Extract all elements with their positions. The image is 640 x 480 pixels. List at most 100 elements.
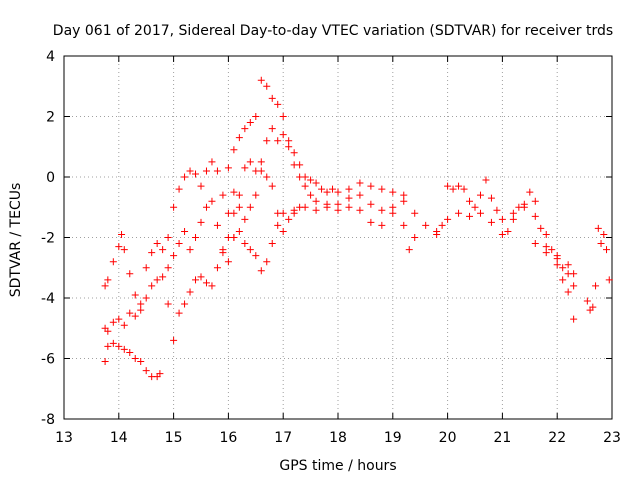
data-point [301, 182, 309, 190]
data-point [208, 282, 216, 290]
data-point [175, 240, 183, 248]
data-point [285, 143, 293, 151]
data-point [137, 358, 145, 366]
data-point [285, 137, 293, 145]
x-tick-label: 21 [493, 430, 511, 446]
data-point [312, 197, 320, 205]
data-point [466, 212, 474, 220]
series-trace-i [531, 240, 578, 278]
series-trace-d [164, 158, 304, 344]
data-point [170, 203, 178, 211]
data-point [115, 342, 123, 350]
data-point [131, 291, 139, 299]
data-point [252, 252, 260, 260]
data-point [334, 200, 342, 208]
data-point [323, 203, 331, 211]
data-point [268, 125, 276, 133]
data-point [498, 215, 506, 223]
data-point [263, 82, 271, 90]
data-point [559, 264, 567, 272]
data-point [175, 309, 183, 317]
data-point [159, 273, 167, 281]
data-point [537, 224, 545, 232]
data-point [186, 246, 194, 254]
data-point [564, 261, 572, 269]
data-point [181, 227, 189, 235]
data-point [241, 164, 249, 172]
data-point [405, 246, 413, 254]
data-point [192, 276, 200, 284]
data-point [455, 209, 463, 217]
data-point [307, 191, 315, 199]
series-trace-e [224, 76, 408, 199]
data-point [170, 252, 178, 260]
data-point [186, 167, 194, 175]
data-point [444, 182, 452, 190]
data-point [137, 300, 145, 308]
data-point [263, 258, 271, 266]
data-point [487, 218, 495, 226]
data-point [263, 137, 271, 145]
data-point [230, 209, 238, 217]
x-tick-label: 17 [274, 430, 292, 446]
series-trace-a [101, 339, 164, 381]
data-point [476, 191, 484, 199]
data-point [279, 227, 287, 235]
data-point [208, 197, 216, 205]
x-tick-label: 20 [439, 430, 457, 446]
data-point [241, 240, 249, 248]
data-point [493, 206, 501, 214]
data-point [515, 203, 523, 211]
data-point [285, 215, 293, 223]
data-point [142, 294, 150, 302]
y-tick-label: -6 [41, 352, 55, 368]
data-point [334, 188, 342, 196]
data-point [290, 206, 298, 214]
data-point [600, 230, 608, 238]
data-point [197, 273, 205, 281]
data-point [279, 131, 287, 139]
data-point [126, 270, 134, 278]
data-point [312, 179, 320, 187]
gridlines [64, 56, 612, 419]
data-point [137, 306, 145, 314]
data-point [323, 188, 331, 196]
data-point [476, 209, 484, 217]
data-point [159, 246, 167, 254]
data-point [257, 267, 265, 275]
data-point [153, 240, 161, 248]
data-point [542, 230, 550, 238]
data-point [175, 185, 183, 193]
data-point [389, 203, 397, 211]
data-point [389, 188, 397, 196]
axis-ticks [63, 55, 613, 420]
data-point [422, 221, 430, 229]
y-tick-label: 4 [46, 49, 55, 65]
data-point [224, 164, 232, 172]
data-point [131, 355, 139, 362]
data-point [400, 221, 408, 229]
data-point [509, 209, 517, 217]
data-point [531, 212, 539, 220]
data-point [230, 234, 238, 241]
data-point [290, 161, 298, 169]
data-point [605, 276, 613, 284]
data-point [460, 185, 468, 193]
data-point [197, 182, 205, 190]
data-point [318, 185, 326, 193]
data-point [115, 315, 123, 323]
data-point [520, 200, 528, 208]
series-trace-j [583, 224, 613, 314]
data-point [279, 113, 287, 120]
x-tick-label: 15 [165, 430, 183, 446]
data-point [542, 243, 550, 251]
data-point [109, 258, 117, 266]
x-tick-label: 23 [603, 430, 621, 446]
data-point [104, 276, 112, 284]
data-point [213, 264, 221, 272]
data-point [115, 243, 123, 251]
x-tick-label: 14 [110, 430, 128, 446]
data-point [268, 182, 276, 190]
data-point [153, 276, 161, 284]
